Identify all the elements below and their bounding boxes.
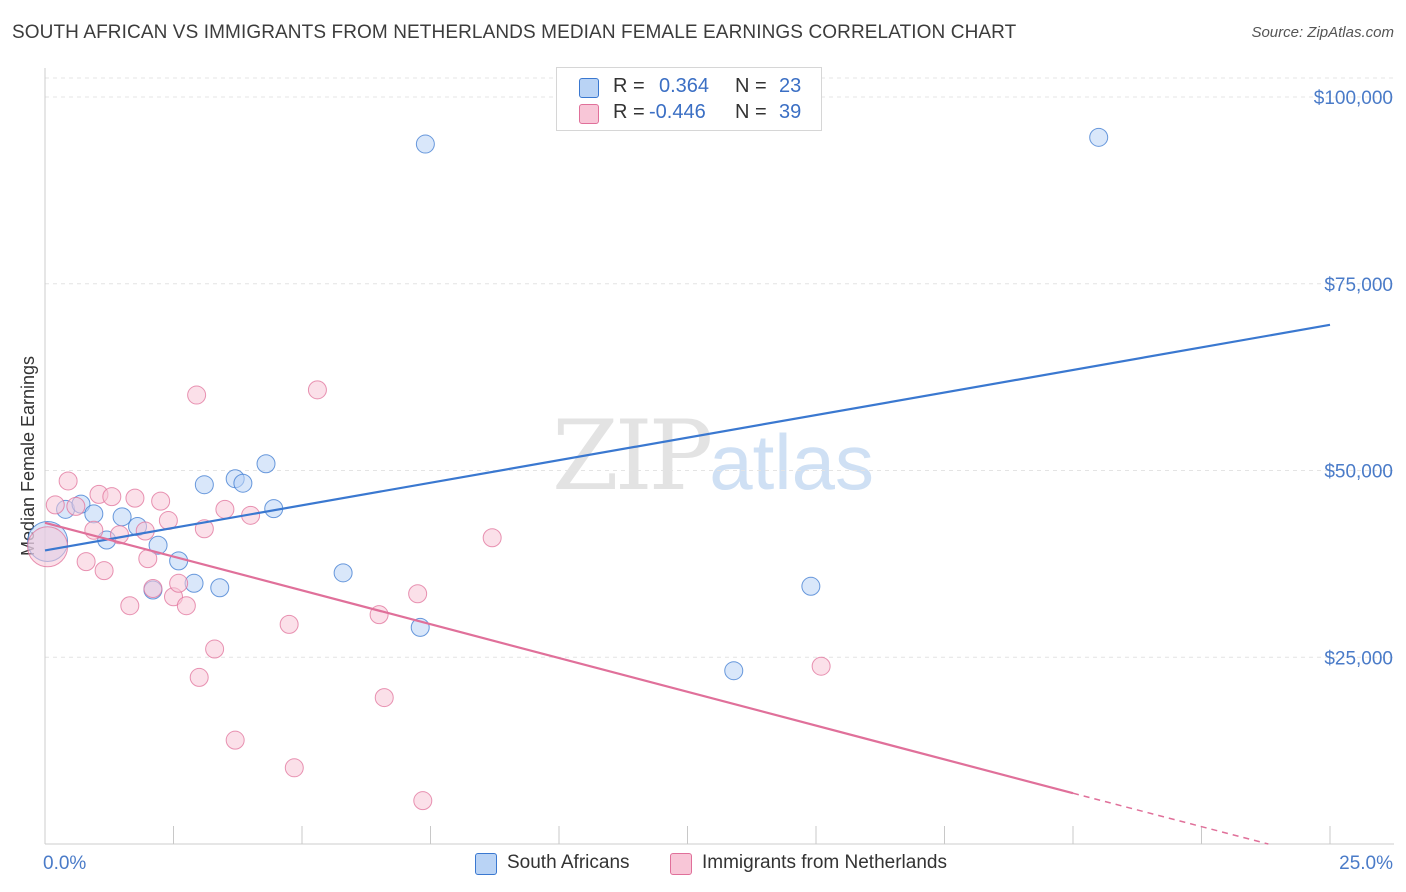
- data-point-south-africans: [256, 454, 276, 474]
- legend-n-value: 39: [779, 101, 802, 123]
- data-point-netherlands: [284, 758, 304, 778]
- data-point-netherlands: [151, 491, 171, 511]
- data-point-south-africans: [84, 504, 104, 524]
- legend-n-label: N =: [735, 75, 767, 97]
- legend-swatch-pink: [579, 104, 599, 124]
- data-point-netherlands: [408, 584, 428, 604]
- data-point-netherlands: [169, 573, 189, 593]
- legend-n-value: 23: [779, 75, 802, 97]
- data-point-south-africans: [148, 535, 168, 555]
- data-point-netherlands: [143, 579, 163, 599]
- data-point-netherlands: [811, 656, 831, 676]
- legend-n-label: N =: [735, 101, 767, 123]
- trend-line-south-africans: [44, 323, 1331, 552]
- data-point-netherlands: [225, 730, 245, 750]
- legend-r-value: -0.446: [649, 101, 706, 123]
- data-point-south-africans: [169, 551, 189, 571]
- legend-label: Immigrants from Netherlands: [702, 852, 947, 873]
- legend-swatch-blue: [475, 853, 497, 875]
- y-tick-label: $25,000: [1324, 648, 1393, 669]
- y-tick-label: $75,000: [1324, 275, 1393, 296]
- trend-line-netherlands-extension: [1072, 792, 1269, 845]
- data-point-south-africans: [1089, 127, 1109, 147]
- legend-item-netherlands: Immigrants from Netherlands: [670, 852, 970, 876]
- x-tick-label-min: 0.0%: [43, 853, 86, 874]
- trend-line-netherlands: [44, 521, 1074, 795]
- legend-item-south-africans: South Africans: [475, 852, 645, 876]
- legend-label: South Africans: [507, 852, 630, 873]
- data-point-south-africans: [801, 576, 821, 596]
- data-point-netherlands: [205, 639, 225, 659]
- data-point-netherlands: [102, 487, 122, 507]
- legend-r-value: 0.364: [659, 75, 710, 97]
- data-point-netherlands: [176, 596, 196, 616]
- data-point-netherlands: [94, 561, 114, 581]
- data-point-netherlands: [482, 528, 502, 548]
- data-point-south-africans: [210, 578, 230, 598]
- data-point-netherlands: [189, 667, 209, 687]
- watermark-atlas: atlas: [709, 418, 874, 506]
- data-point-south-africans: [112, 507, 132, 527]
- data-point-south-africans: [415, 134, 435, 154]
- legend-r-label: R =: [613, 101, 645, 123]
- data-point-netherlands: [76, 552, 96, 572]
- data-point-south-africans: [233, 473, 253, 493]
- correlation-legend: R = 0.364 N = 23 R = -0.446 N = 39: [556, 67, 822, 131]
- data-point-netherlands: [374, 688, 394, 708]
- y-axis-label: Median Female Earnings: [18, 356, 38, 556]
- data-point-south-africans: [724, 661, 744, 681]
- data-point-netherlands: [45, 495, 65, 515]
- data-point-netherlands: [58, 471, 78, 491]
- data-point-south-africans: [333, 563, 353, 583]
- legend-swatch-blue: [579, 78, 599, 98]
- data-point-netherlands: [215, 499, 235, 519]
- x-tick-label-max: 25.0%: [1339, 853, 1393, 874]
- data-point-netherlands: [307, 380, 327, 400]
- data-point-netherlands: [279, 614, 299, 634]
- data-point-netherlands: [120, 596, 140, 616]
- chart-title: SOUTH AFRICAN VS IMMIGRANTS FROM NETHERL…: [12, 22, 1017, 43]
- y-tick-label: $50,000: [1324, 462, 1393, 483]
- y-tick-label: $100,000: [1314, 88, 1393, 109]
- legend-swatch-pink: [670, 853, 692, 875]
- data-point-netherlands: [66, 496, 86, 516]
- data-point-netherlands: [125, 488, 145, 508]
- source-label: Source: ZipAtlas.com: [1251, 24, 1394, 41]
- data-point-netherlands: [413, 791, 433, 811]
- legend-r-label: R =: [613, 75, 645, 97]
- data-point-south-africans: [194, 475, 214, 495]
- data-point-netherlands: [187, 385, 207, 405]
